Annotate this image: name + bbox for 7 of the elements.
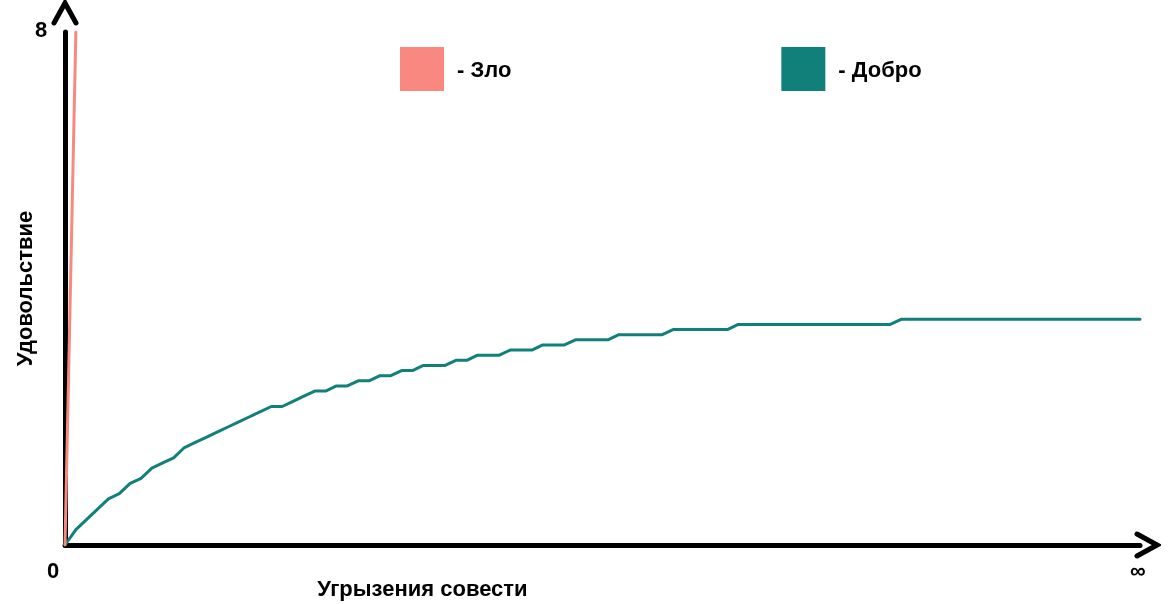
text: 0 [47,557,60,583]
x-axis-title: Угрызения совести [317,575,528,601]
text: ∞ [1130,557,1146,583]
y-axis-title: Удовольствие [11,210,37,367]
text: 8 [35,16,48,42]
legend-label: - Зло [457,56,512,82]
legend-label: - Добро [838,56,922,82]
